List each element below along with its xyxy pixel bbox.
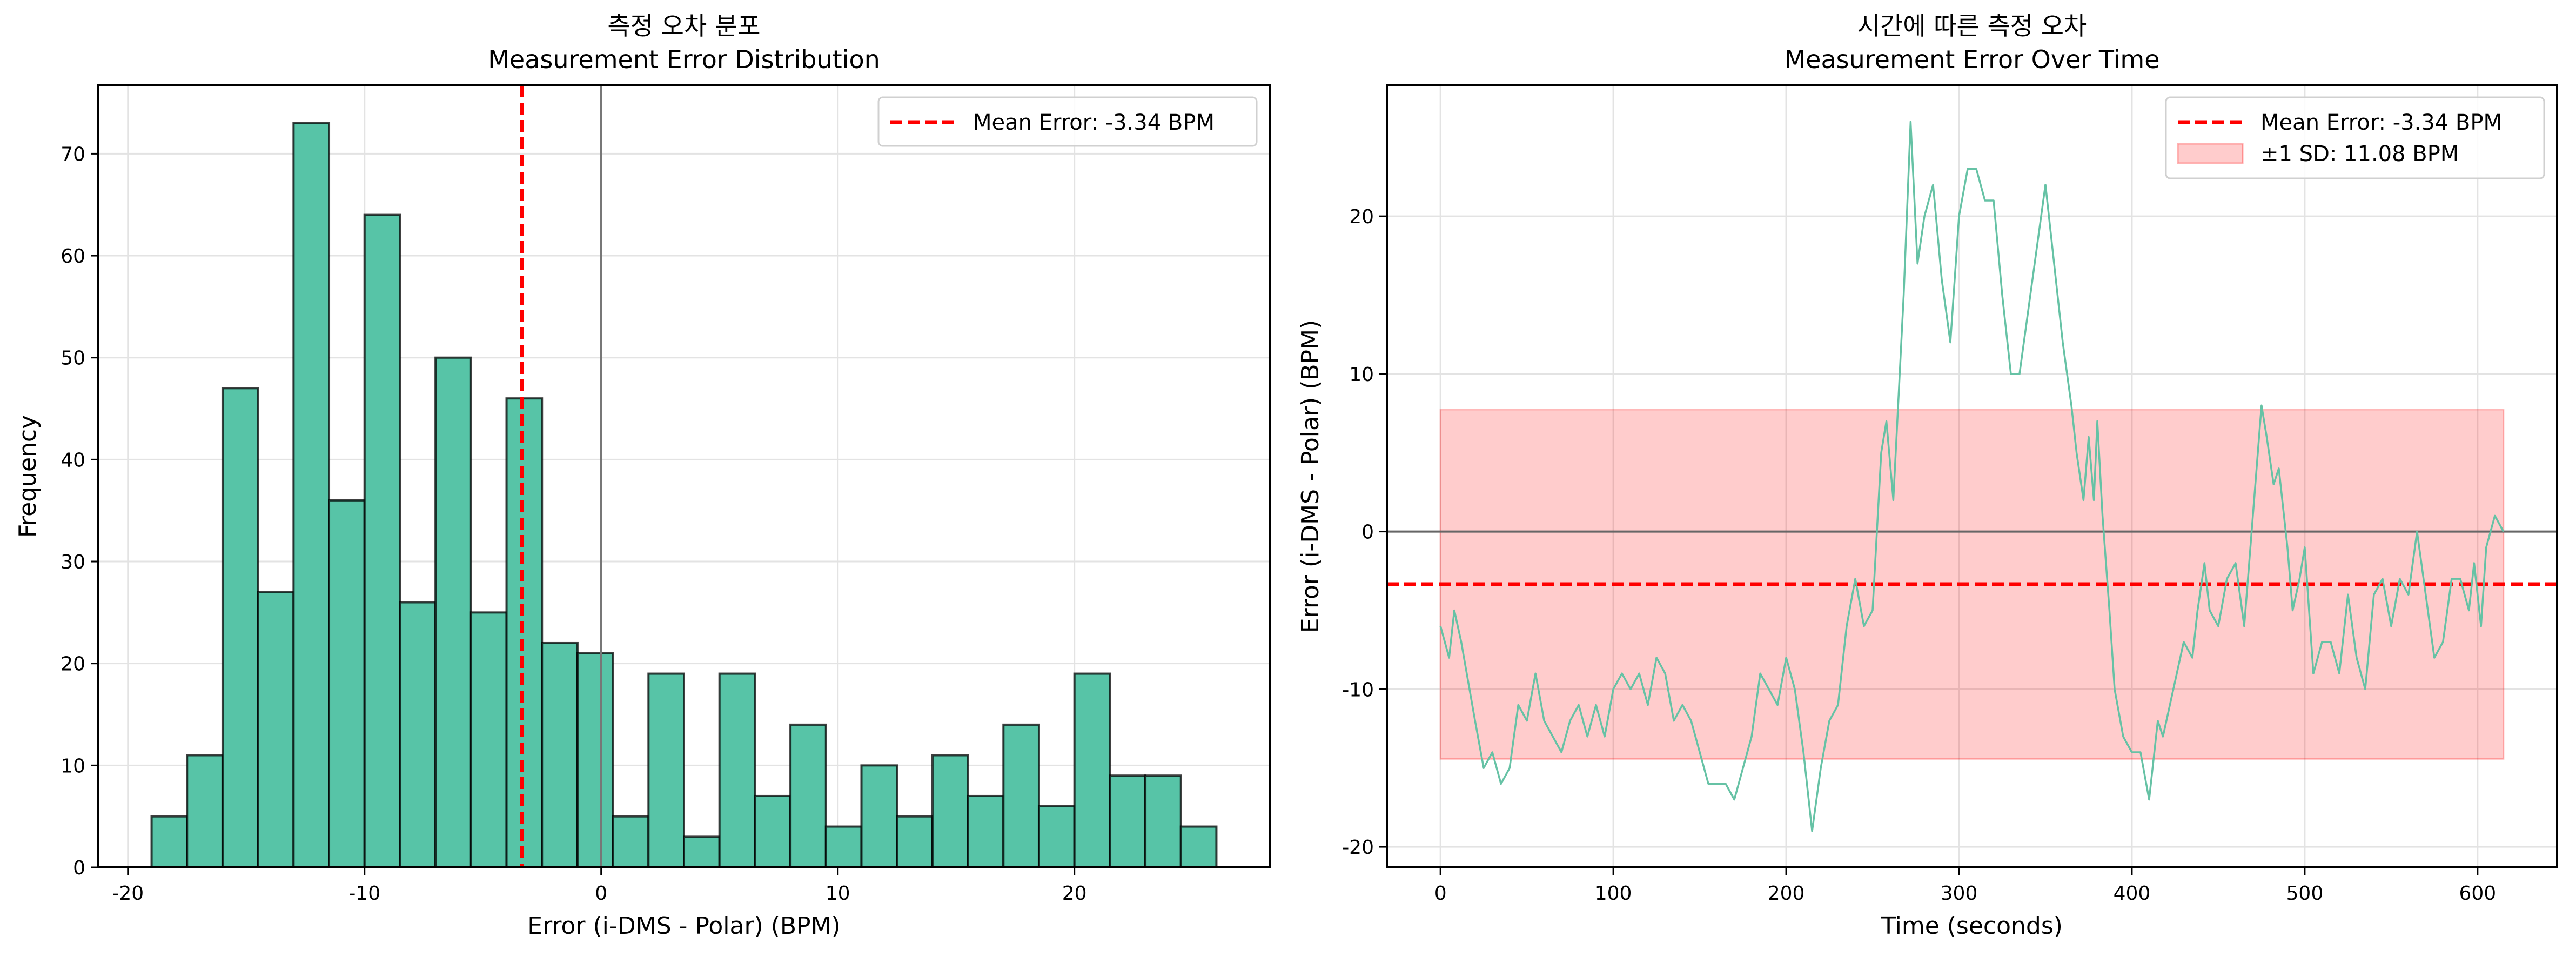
x-tick-label: 20 xyxy=(1062,883,1087,905)
histogram-bar xyxy=(150,815,189,868)
y-tick-label: -20 xyxy=(1342,837,1374,859)
legend-label: Mean Error: -3.34 BPM xyxy=(973,110,1215,135)
y-tick-label: 20 xyxy=(1349,206,1374,228)
y-tick-label: 40 xyxy=(61,449,85,471)
histogram-bar xyxy=(931,754,969,868)
histogram-bar xyxy=(1144,774,1182,869)
x-tick-label: 600 xyxy=(2459,883,2496,905)
histogram-bar xyxy=(967,794,1005,869)
histogram-panel: -20 -10 0 10 20 0 10 20 30 40 50 60 70 측정 오차 분포 Measur… xyxy=(14,11,1271,940)
histogram-bar xyxy=(186,754,224,868)
x-tick-label: 500 xyxy=(2286,883,2324,905)
histogram-bar xyxy=(221,387,259,868)
histogram-bar xyxy=(1109,774,1147,869)
histogram-bar xyxy=(612,815,650,868)
y-tick-label: 0 xyxy=(1361,522,1374,544)
x-tick-label: 400 xyxy=(2114,883,2151,905)
timeseries-panel: 0 100 200 300 400 500 600 -20 -10 0 10 20 시간에 따른 측정 … xyxy=(1297,11,2558,940)
y-tick-label: 0 xyxy=(73,857,85,879)
legend-box xyxy=(877,96,1258,147)
y-tick-label: -10 xyxy=(1342,679,1374,701)
histogram-bar xyxy=(896,815,934,868)
legend: Mean Error: -3.34 BPM xyxy=(877,96,1258,147)
chart-title: Measurement Error Over Time xyxy=(1784,45,2159,74)
y-tick-label: 30 xyxy=(61,551,85,573)
error-series-line xyxy=(1439,121,2505,832)
histogram-bar xyxy=(789,723,827,868)
histogram-bar xyxy=(824,825,863,868)
histogram-bar xyxy=(1179,825,1218,868)
histogram-bar xyxy=(1002,723,1040,868)
y-axis-label: Error (i-DMS - Polar) (BPM) xyxy=(1297,320,1324,633)
legend-sd-swatch xyxy=(2177,143,2244,164)
histogram-bar xyxy=(257,591,295,869)
y-tick-label: 20 xyxy=(61,653,85,676)
axes-frame xyxy=(97,84,1271,868)
histogram-bar xyxy=(576,652,614,868)
histogram-bar xyxy=(469,611,508,868)
chart-title: Measurement Error Distribution xyxy=(488,45,880,74)
chart-title-korean: 시간에 따른 측정 오차 xyxy=(1857,11,2087,41)
x-tick-label: -20 xyxy=(112,883,144,905)
x-tick-label: 0 xyxy=(595,883,607,905)
histogram-bar xyxy=(505,397,544,868)
histogram-bar xyxy=(541,641,579,868)
x-axis-label: Error (i-DMS - Polar) (BPM) xyxy=(527,912,840,940)
x-tick-label: 300 xyxy=(1941,883,1978,905)
legend-box xyxy=(2165,96,2545,179)
histogram-bar xyxy=(647,672,685,868)
x-tick-label: 200 xyxy=(1768,883,1805,905)
x-tick-label: 100 xyxy=(1595,883,1632,905)
legend-label: ±1 SD: 11.08 BPM xyxy=(2260,142,2459,166)
histogram-bar xyxy=(399,601,437,869)
y-tick-label: 60 xyxy=(61,245,85,268)
axes-frame xyxy=(1386,84,2558,868)
histogram-bar xyxy=(718,672,756,868)
legend: Mean Error: -3.34 BPM ±1 SD: 11.08 BPM xyxy=(2165,96,2545,179)
y-tick-label: 10 xyxy=(1349,364,1374,386)
y-tick-label: 50 xyxy=(61,347,85,370)
histogram-bar xyxy=(292,122,331,869)
x-axis-label: Time (seconds) xyxy=(1881,912,2063,940)
histogram-bar xyxy=(1073,672,1111,868)
chart-title-korean: 측정 오차 분포 xyxy=(607,11,760,41)
y-axis-label: Frequency xyxy=(14,415,42,538)
histogram-bar xyxy=(860,764,898,868)
histogram-bar xyxy=(754,794,792,869)
histogram-bar xyxy=(683,835,721,868)
y-tick-label: 10 xyxy=(61,755,85,777)
x-tick-label: -10 xyxy=(348,883,380,905)
legend-label: Mean Error: -3.34 BPM xyxy=(2260,110,2502,135)
histogram-bar xyxy=(434,356,472,868)
histogram-bar xyxy=(363,213,401,869)
histogram-bar xyxy=(328,499,366,868)
histogram-bar xyxy=(1037,805,1076,869)
x-tick-label: 0 xyxy=(1434,883,1447,905)
y-tick-label: 70 xyxy=(61,143,85,165)
x-tick-label: 10 xyxy=(826,883,850,905)
